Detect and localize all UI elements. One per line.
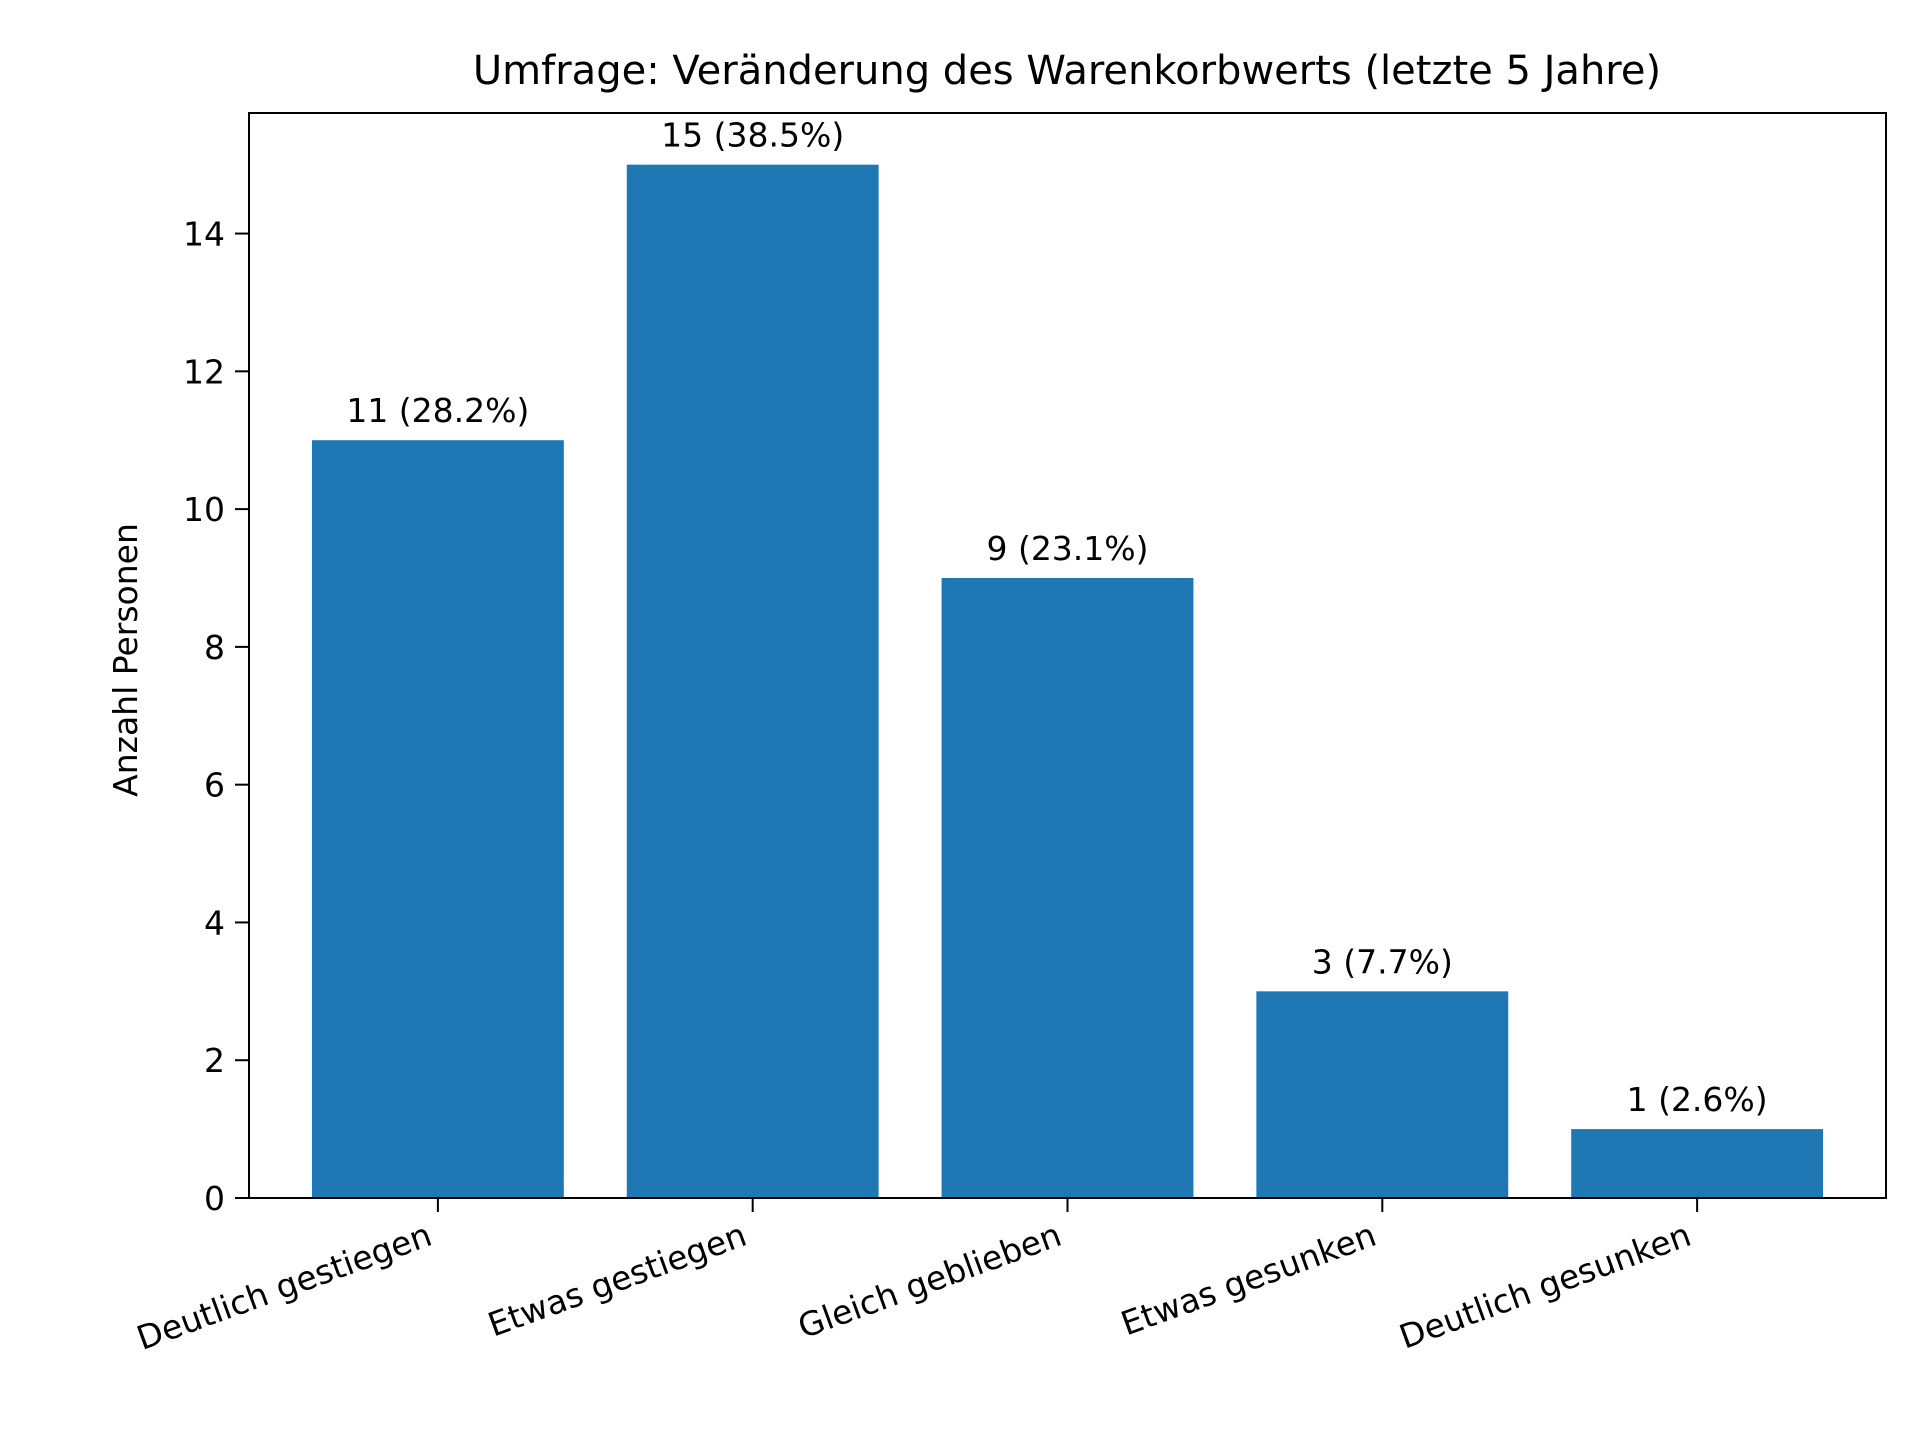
value-labels-layer: 11 (28.2%) 15 (38.5%) 9 (23.1%) 3 (7.7%) 1 (… [346, 116, 1767, 1119]
bar [1571, 1129, 1824, 1198]
plot-frame [248, 112, 1887, 1199]
bar-value-label: 1 (2.6%) [1627, 1080, 1768, 1119]
bar [1256, 991, 1509, 1198]
y-ticks-layer: 0 2 4 6 8 10 12 14 [183, 215, 249, 1218]
y-tick-label: 10 [183, 490, 225, 529]
y-tick-label: 14 [183, 215, 225, 254]
y-tick-label: 8 [204, 628, 225, 667]
bar [311, 440, 564, 1199]
bars-layer [311, 164, 1824, 1199]
y-tick-label: 4 [204, 903, 225, 942]
y-tick-label: 2 [204, 1041, 225, 1080]
y-tick-label: 12 [183, 352, 225, 391]
chart-title: Umfrage: Veränderung des Warenkorbwerts … [473, 48, 1661, 94]
bar [941, 578, 1194, 1198]
bar-value-label: 3 (7.7%) [1312, 942, 1453, 981]
bar-value-label: 15 (38.5%) [661, 116, 844, 155]
y-axis-label: Anzahl Personen [106, 523, 145, 797]
y-tick-label: 6 [204, 766, 225, 805]
bar [626, 164, 879, 1198]
y-tick-label: 0 [204, 1179, 225, 1218]
bar-value-label: 9 (23.1%) [986, 529, 1148, 568]
bar-value-label: 11 (28.2%) [346, 391, 529, 430]
